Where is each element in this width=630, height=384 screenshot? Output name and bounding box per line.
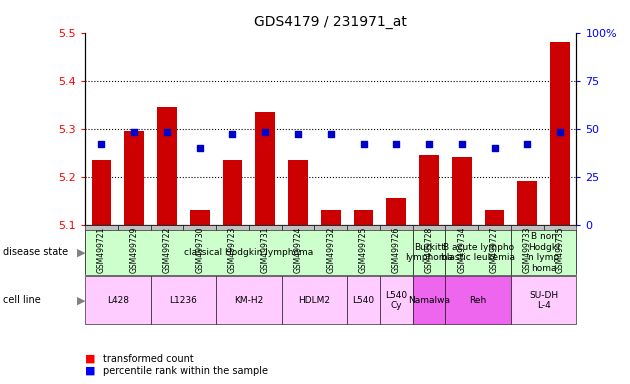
Text: L540: L540 — [352, 296, 375, 305]
Text: GSM499721: GSM499721 — [97, 226, 106, 273]
Bar — [353, 210, 374, 225]
Text: B non
Hodgki
n lymp
homa: B non Hodgki n lymp homa — [528, 232, 559, 273]
Text: L1236: L1236 — [169, 296, 197, 305]
Point — [490, 145, 500, 151]
Text: KM-H2: KM-H2 — [234, 296, 263, 305]
Text: GSM499734: GSM499734 — [457, 226, 466, 273]
Bar — [190, 210, 210, 225]
Text: GSM499735: GSM499735 — [556, 226, 564, 273]
Point — [260, 129, 270, 136]
Text: GSM499731: GSM499731 — [261, 226, 270, 273]
Point — [522, 141, 532, 147]
Bar — [222, 160, 243, 225]
Text: Burkitt
lymphoma: Burkitt lymphoma — [405, 243, 453, 262]
Text: cell line: cell line — [3, 295, 41, 306]
Bar — [91, 160, 112, 225]
Point — [457, 141, 467, 147]
Point — [555, 129, 565, 136]
Text: L428: L428 — [107, 296, 129, 305]
Text: GSM499723: GSM499723 — [228, 226, 237, 273]
Point — [293, 131, 303, 137]
Point — [424, 141, 434, 147]
Text: GSM499727: GSM499727 — [490, 226, 499, 273]
Text: classical Hodgkin lymphoma: classical Hodgkin lymphoma — [184, 248, 314, 257]
Bar — [452, 157, 472, 225]
Text: Namalwa: Namalwa — [408, 296, 450, 305]
Text: GSM499729: GSM499729 — [130, 226, 139, 273]
Text: ▶: ▶ — [77, 295, 85, 306]
Text: GSM499722: GSM499722 — [163, 226, 171, 273]
Point — [129, 129, 139, 136]
Bar — [157, 107, 177, 225]
Text: SU-DH
L-4: SU-DH L-4 — [529, 291, 558, 310]
Text: transformed count: transformed count — [103, 354, 193, 364]
Bar — [550, 42, 570, 225]
Text: ■: ■ — [85, 354, 96, 364]
Bar — [386, 198, 406, 225]
Text: Reh: Reh — [469, 296, 487, 305]
Point — [358, 141, 369, 147]
Text: GSM499732: GSM499732 — [326, 226, 335, 273]
Text: ■: ■ — [85, 366, 96, 376]
Text: GSM499733: GSM499733 — [523, 226, 532, 273]
Text: GSM499724: GSM499724 — [294, 226, 302, 273]
Text: GSM499728: GSM499728 — [425, 226, 433, 273]
Title: GDS4179 / 231971_at: GDS4179 / 231971_at — [255, 15, 407, 29]
Text: disease state: disease state — [3, 247, 68, 258]
Point — [391, 141, 401, 147]
Text: L540
Cy: L540 Cy — [385, 291, 408, 310]
Point — [195, 145, 205, 151]
Text: HDLM2: HDLM2 — [299, 296, 330, 305]
Text: ▶: ▶ — [77, 247, 85, 258]
Bar — [321, 210, 341, 225]
Text: GSM499726: GSM499726 — [392, 226, 401, 273]
Bar — [124, 131, 144, 225]
Point — [326, 131, 336, 137]
Bar — [419, 155, 439, 225]
Point — [162, 129, 172, 136]
Bar — [517, 181, 537, 225]
Bar — [484, 210, 505, 225]
Text: GSM499725: GSM499725 — [359, 226, 368, 273]
Point — [96, 141, 106, 147]
Point — [227, 131, 238, 137]
Text: B acute lympho
blastic leukemia: B acute lympho blastic leukemia — [441, 243, 515, 262]
Bar — [288, 160, 308, 225]
Bar — [255, 112, 275, 225]
Text: percentile rank within the sample: percentile rank within the sample — [103, 366, 268, 376]
Text: GSM499730: GSM499730 — [195, 226, 204, 273]
